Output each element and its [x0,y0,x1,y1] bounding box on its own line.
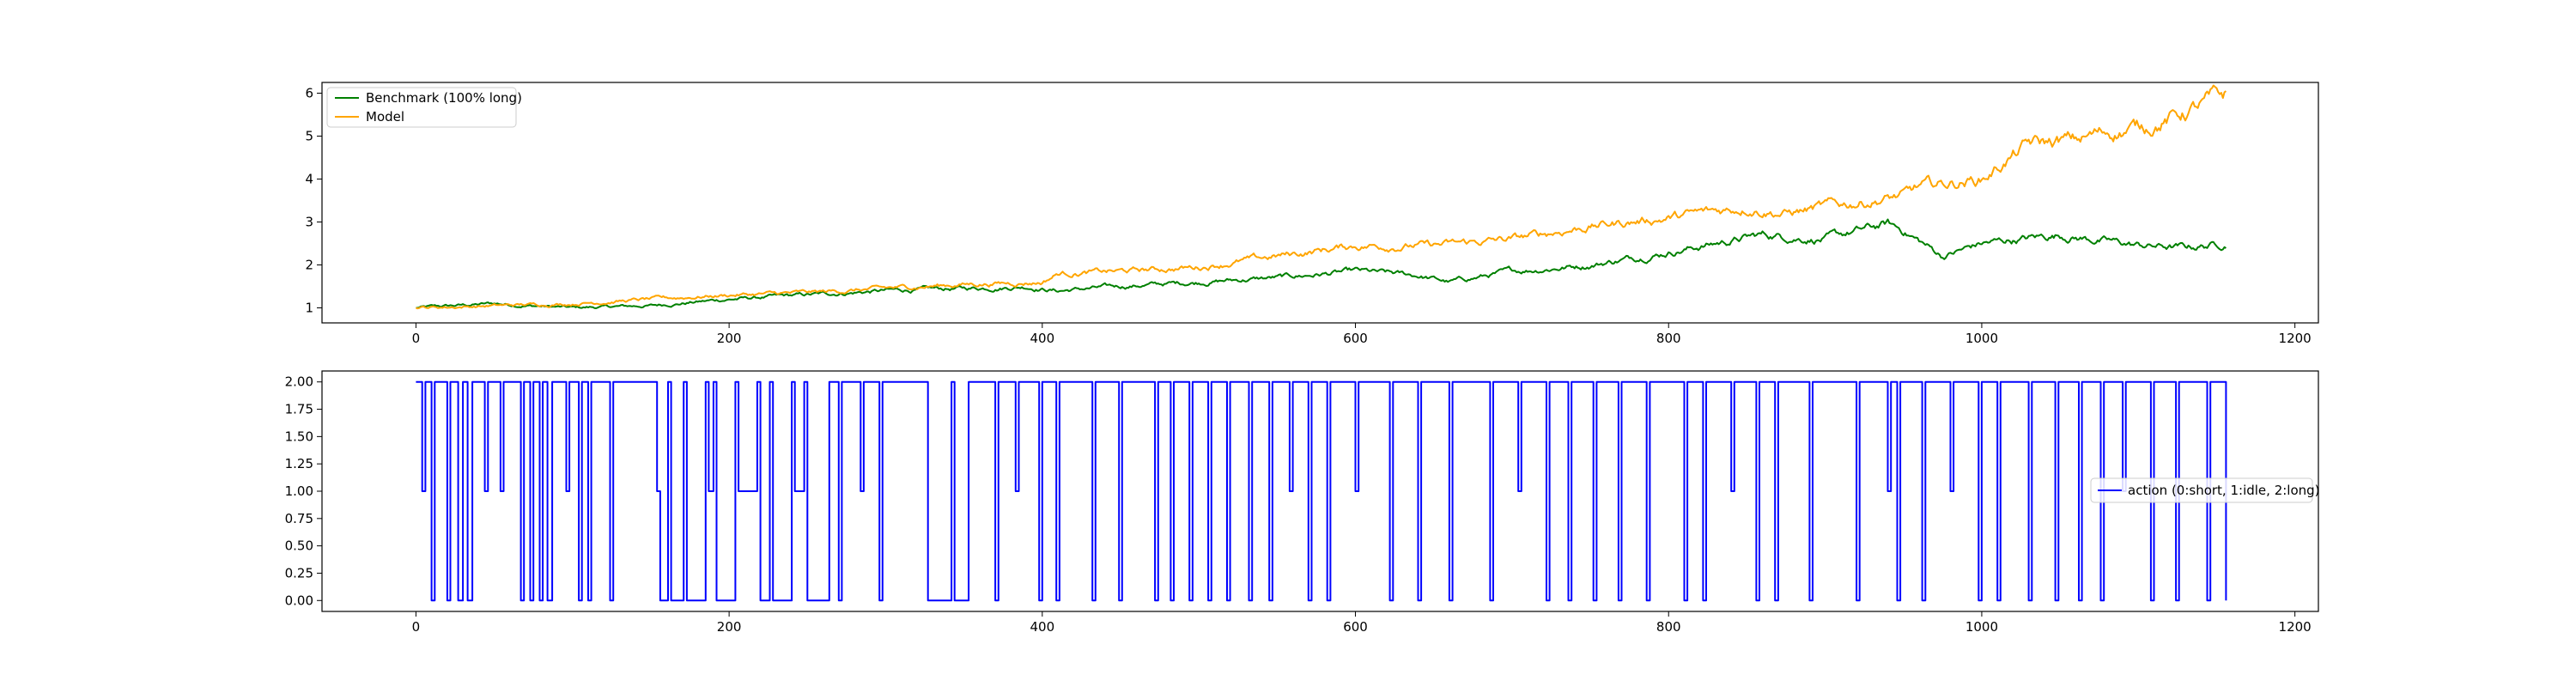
legend-label-action: action (0:short, 1:idle, 2:long) [2128,483,2320,498]
equity-curve-x-axis: 0 200 400 600 800 1000 1200 [412,323,2312,346]
action-plot-y-axis: 0.00 0.25 0.50 0.75 1.00 1.25 1.50 1.75 2.00 [285,374,322,608]
x-tick-label: 1000 [1965,619,1998,635]
equity-curve-plot: 0 200 400 600 800 1000 1200 1 2 3 4 5 6 Benchmark (… [305,82,2319,346]
y-tick-label: 5 [305,129,313,144]
y-tick-label: 0.00 [285,593,313,608]
x-tick-label: 600 [1343,331,1368,346]
action-plot-legend: action (0:short, 1:idle, 2:long) [2090,477,2320,503]
y-tick-label: 4 [305,172,313,187]
series-line-1-0 [416,380,2227,602]
y-tick-label: 0.25 [285,565,313,581]
y-tick-label: 1.00 [285,483,313,499]
y-tick-label: 1.25 [285,456,313,471]
series-line-0-0 [416,218,2227,309]
y-tick-label: 3 [305,215,313,230]
x-tick-label: 400 [1030,619,1055,635]
y-tick-label: 0.75 [285,511,313,526]
equity-curve-frame [321,82,2319,324]
x-tick-label: 400 [1030,331,1055,346]
action-plot: 0 200 400 600 800 1000 1200 0.00 0.25 0.50 0.75 1.… [285,370,2320,635]
x-tick-label: 0 [412,331,421,346]
legend-label-model: Model [366,109,404,125]
y-tick-label: 1.50 [285,429,313,444]
equity-curve-y-axis: 1 2 3 4 5 6 [305,86,322,316]
y-tick-label: 1 [305,301,313,316]
x-tick-label: 1200 [2279,619,2312,635]
x-tick-label: 1200 [2279,331,2312,346]
x-tick-label: 0 [412,619,421,635]
action-plot-x-axis: 0 200 400 600 800 1000 1200 [412,611,2312,635]
y-tick-label: 1.75 [285,402,313,417]
y-tick-label: 0.50 [285,538,313,554]
legend-label-benchmark: Benchmark (100% long) [366,90,522,106]
x-tick-label: 800 [1656,331,1681,346]
y-tick-label: 2 [305,258,313,273]
series-line-0-1 [416,84,2227,310]
x-tick-label: 600 [1343,619,1368,635]
y-tick-label: 6 [305,86,313,101]
x-tick-label: 1000 [1965,331,1998,346]
action-plot-frame [321,370,2319,612]
x-tick-label: 200 [717,619,742,635]
equity-curve-legend: Benchmark (100% long) Model [326,87,522,128]
x-tick-label: 200 [717,331,742,346]
x-tick-label: 800 [1656,619,1681,635]
y-tick-label: 2.00 [285,374,313,390]
